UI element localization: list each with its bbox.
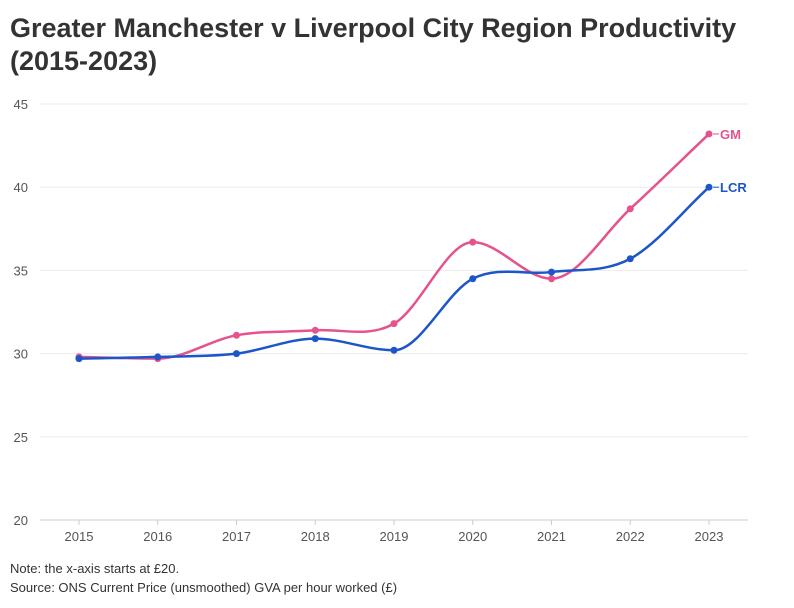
data-point-lcr: [233, 350, 240, 358]
data-point-gm: [390, 320, 398, 328]
data-point-lcr: [469, 275, 477, 283]
y-tick-label: 25: [14, 430, 28, 445]
y-tick-label: 30: [14, 347, 28, 362]
data-point-gm: [311, 326, 319, 334]
series-label-lcr: LCR: [720, 180, 747, 195]
data-point-gm: [626, 205, 634, 213]
data-point-gm: [233, 331, 240, 339]
x-tick-label: 2017: [222, 529, 251, 544]
y-tick-label: 40: [14, 180, 28, 195]
x-tick-label: 2020: [458, 529, 487, 544]
data-point-lcr: [154, 353, 162, 361]
x-tick-label: 2016: [143, 529, 172, 544]
data-point-gm: [469, 238, 477, 246]
y-tick-label: 35: [14, 263, 28, 278]
data-point-lcr: [705, 183, 713, 191]
x-tick-label: 2023: [695, 529, 724, 544]
chart-source: Source: ONS Current Price (unsmoothed) G…: [10, 580, 398, 595]
data-point-gm: [705, 130, 713, 138]
x-tick-label: 2019: [380, 529, 409, 544]
series-line-lcr: [78, 186, 710, 360]
data-point-lcr: [390, 346, 398, 354]
x-tick-label: 2021: [537, 529, 566, 544]
chart-note: Note: the x-axis starts at £20.: [10, 561, 180, 576]
data-point-lcr: [311, 335, 319, 343]
chart-title: Greater Manchester v Liverpool City Regi…: [10, 13, 737, 76]
x-tick-label: 2015: [65, 529, 94, 544]
data-point-lcr: [75, 355, 83, 363]
data-point-gm: [548, 275, 555, 283]
series-label-gm: GM: [720, 127, 741, 142]
x-tick-label: 2018: [301, 529, 330, 544]
data-point-lcr: [626, 255, 634, 263]
data-point-lcr: [548, 268, 555, 276]
series-line-gm: [78, 133, 710, 360]
y-tick-label: 45: [14, 97, 28, 112]
y-tick-label: 20: [14, 513, 28, 528]
x-tick-label: 2022: [616, 529, 645, 544]
